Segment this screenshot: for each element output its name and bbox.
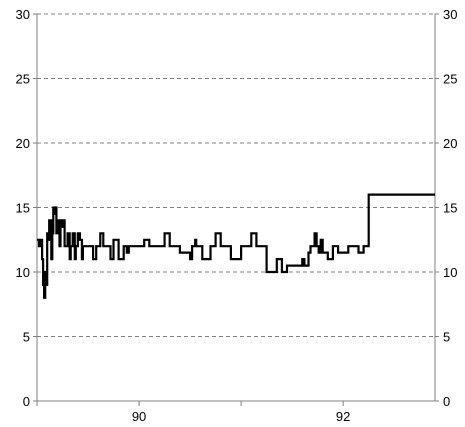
axes xyxy=(33,13,439,406)
y-tick-label-left-25: 25 xyxy=(16,72,30,87)
y-tick-label-right-20: 20 xyxy=(443,136,457,151)
y-tick-label-left-5: 5 xyxy=(23,330,30,345)
y-tick-label-right-25: 25 xyxy=(443,72,457,87)
y-tick-label-right-0: 0 xyxy=(443,394,450,409)
y-tick-label-right-10: 10 xyxy=(443,265,457,280)
series-layer xyxy=(37,193,435,299)
x-tick-label-90: 90 xyxy=(132,409,146,424)
y-tick-label-left-10: 10 xyxy=(16,265,30,280)
series-line-0 xyxy=(37,193,435,299)
y-tick-label-right-15: 15 xyxy=(443,201,457,216)
y-tick-label-left-30: 30 xyxy=(16,7,30,22)
y-tick-label-right-5: 5 xyxy=(443,330,450,345)
gridlines xyxy=(37,13,435,337)
y-tick-label-left-20: 20 xyxy=(16,136,30,151)
tick-labels: 0 0 5 5 10 10 15 15 20 20 25 25 30 30 90 92 xyxy=(16,7,458,424)
x-tick-label-92: 92 xyxy=(336,409,350,424)
y-tick-label-left-15: 15 xyxy=(16,201,30,216)
y-tick-label-right-30: 30 xyxy=(443,7,457,22)
y-tick-label-left-0: 0 xyxy=(23,394,30,409)
